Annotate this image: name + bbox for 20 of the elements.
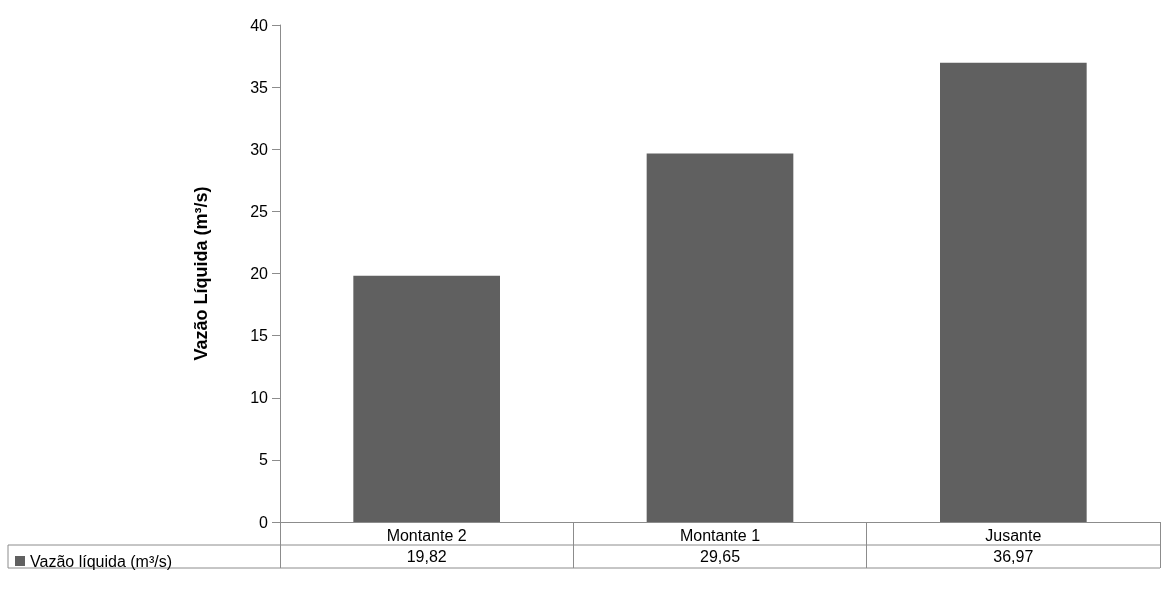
bar bbox=[940, 62, 1087, 522]
data-label: 36,97 bbox=[993, 548, 1034, 565]
y-tick-label: 15 bbox=[250, 327, 269, 345]
y-tick-label: 30 bbox=[250, 140, 269, 158]
y-tick-label: 25 bbox=[250, 202, 269, 220]
x-tick-label: Montante 2 bbox=[386, 526, 467, 544]
y-tick-label: 20 bbox=[250, 265, 269, 282]
data-label: 29,65 bbox=[699, 548, 741, 565]
bar bbox=[353, 275, 500, 522]
bar bbox=[646, 153, 794, 522]
legend-label: Vazão líquida (m³/s) bbox=[30, 552, 172, 570]
x-tick-label: Montante 1 bbox=[679, 526, 761, 544]
y-tick-label: 10 bbox=[250, 389, 269, 407]
y-tick-label: 5 bbox=[259, 451, 269, 469]
y-tick-label: 35 bbox=[250, 78, 269, 96]
y-axis-title: Vazão Líquida (m³/s) bbox=[191, 186, 211, 361]
x-tick-label: Jusante bbox=[985, 526, 1042, 544]
y-tick-label: 40 bbox=[250, 16, 269, 34]
data-label: 19,82 bbox=[406, 548, 447, 565]
y-tick-label: 0 bbox=[259, 513, 269, 531]
